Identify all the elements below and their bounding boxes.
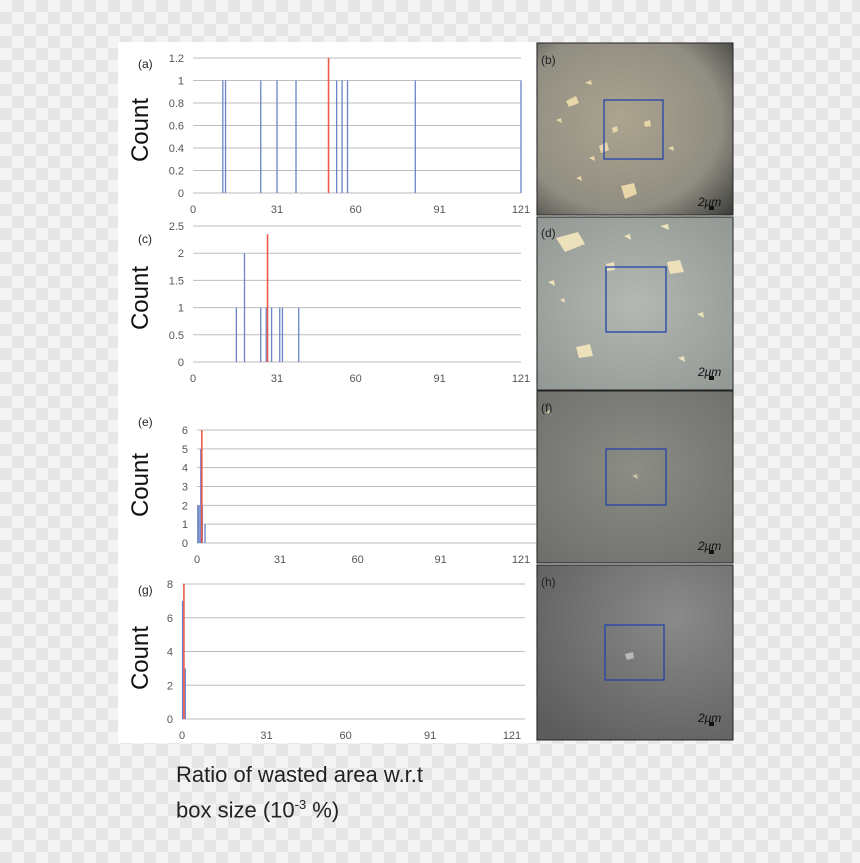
x-tick-label: 60	[352, 554, 364, 566]
micrograph-b: (b) 2μm	[536, 42, 734, 216]
y-tick-label: 2	[167, 680, 173, 692]
scale-bar-h	[709, 722, 714, 726]
histogram-panels: 00.20.40.60.811.20 31 60 91 121(a)Count00.51…	[127, 53, 536, 742]
panel-label-d: (d)	[541, 226, 556, 240]
x-tick-label: 91	[434, 204, 446, 216]
y-axis-label: Count	[127, 626, 154, 690]
y-tick-label: 1	[178, 303, 184, 315]
x-tick-label: 0	[190, 204, 196, 216]
x-tick-label: 91	[424, 730, 436, 742]
y-tick-label: 3	[182, 482, 188, 494]
x-tick-label: 60	[350, 204, 362, 216]
y-axis-label: Count	[127, 266, 154, 330]
flake-particles	[625, 652, 634, 660]
scale-bar-b	[709, 206, 714, 210]
x-tick-label: 0	[194, 554, 200, 566]
scale-label-b: 2μm	[697, 195, 721, 209]
panel-label: (g)	[138, 583, 153, 597]
micrograph-h: (h) 2μm	[536, 564, 734, 741]
y-tick-label: 2	[182, 500, 188, 512]
histogram-panel: 0 0.2 0.4 0.6 0.8 1 1.2 0 31 60 91 121 (a) Count	[127, 53, 530, 216]
x-tick-label: 31	[271, 373, 283, 385]
scale-label-f: 2μm	[697, 539, 721, 553]
x-axis-title-line1: Ratio of wasted area w.r.t	[176, 762, 424, 787]
scale-label-d: 2μm	[697, 365, 721, 379]
micrograph-d: (d) 2μm	[536, 216, 734, 391]
x-tick-label: 121	[512, 554, 530, 566]
y-tick-label: 1.2	[169, 53, 184, 65]
y-tick-label: 0	[182, 538, 188, 550]
x-axis-title-exponent: -3	[294, 797, 307, 812]
flake-particles	[548, 224, 704, 362]
scale-bar-f	[709, 550, 714, 554]
y-tick-label: 0.6	[169, 121, 184, 133]
x-tick-label: 91	[434, 373, 446, 385]
y-tick-label: 5	[182, 444, 188, 456]
y-tick-label: 6	[182, 425, 188, 437]
flake-particles	[556, 80, 674, 199]
selection-box	[603, 99, 664, 160]
histogram-panel: 0 0.5 1 1.5 2 2.5 0 31 60 91 121 (c) Count	[127, 221, 530, 385]
y-tick-label: 0.2	[169, 166, 184, 178]
x-tick-label: 0	[190, 373, 196, 385]
scale-bar-d	[709, 376, 714, 380]
panel-label-b: (b)	[541, 53, 556, 67]
x-tick-label: 60	[350, 373, 362, 385]
scale-label-h: 2μm	[697, 711, 721, 725]
y-tick-label: 0	[178, 357, 184, 369]
y-tick-label: 1.5	[169, 275, 184, 287]
selection-box	[605, 448, 667, 506]
x-tick-label: 60	[340, 730, 352, 742]
x-tick-label: 31	[260, 730, 272, 742]
micrograph-f: (f) 2μm	[536, 390, 734, 564]
panel-label: (a)	[138, 57, 153, 71]
y-tick-label: 2.5	[169, 221, 184, 233]
x-tick-label: 121	[512, 204, 530, 216]
x-axis-title-line2: box size (10-3 %)	[176, 790, 423, 825]
panel-label: (c)	[138, 232, 152, 246]
y-tick-label: 4	[167, 647, 173, 659]
y-tick-label: 0	[178, 188, 184, 200]
y-tick-label: 6	[167, 613, 173, 625]
x-tick-label: 31	[274, 554, 286, 566]
y-tick-label: 0.5	[169, 330, 184, 342]
panel-label-f: (f)	[541, 401, 552, 415]
x-tick-label: 0	[179, 730, 185, 742]
y-tick-label: 8	[167, 579, 173, 591]
x-tick-label: 121	[503, 730, 521, 742]
y-tick-label: 1	[178, 76, 184, 88]
x-axis-title-text: box size (10	[176, 797, 295, 823]
y-tick-label: 0	[167, 714, 173, 726]
y-tick-label: 1	[182, 519, 188, 531]
selection-box	[605, 266, 667, 333]
panel-label: (e)	[138, 415, 153, 429]
x-tick-label: 91	[435, 554, 447, 566]
x-tick-label: 31	[271, 204, 283, 216]
y-tick-label: 0.8	[169, 98, 184, 110]
y-axis-label: Count	[127, 453, 154, 517]
x-tick-label: 121	[512, 373, 530, 385]
flake-particles	[545, 410, 638, 479]
panel-label-h: (h)	[541, 575, 556, 589]
x-axis-title-unit: %)	[306, 797, 340, 823]
y-tick-label: 2	[178, 248, 184, 260]
histogram-panel: 0 2 4 6 8 0 31 60 91 121 (g) Count	[127, 579, 525, 742]
selection-box	[604, 624, 665, 681]
plots-background	[118, 42, 536, 743]
x-axis-title: Ratio of wasted area w.r.t box size (10-…	[176, 760, 423, 825]
y-axis-label: Count	[127, 98, 154, 162]
y-tick-label: 0.4	[169, 143, 184, 155]
y-tick-label: 4	[182, 463, 188, 475]
